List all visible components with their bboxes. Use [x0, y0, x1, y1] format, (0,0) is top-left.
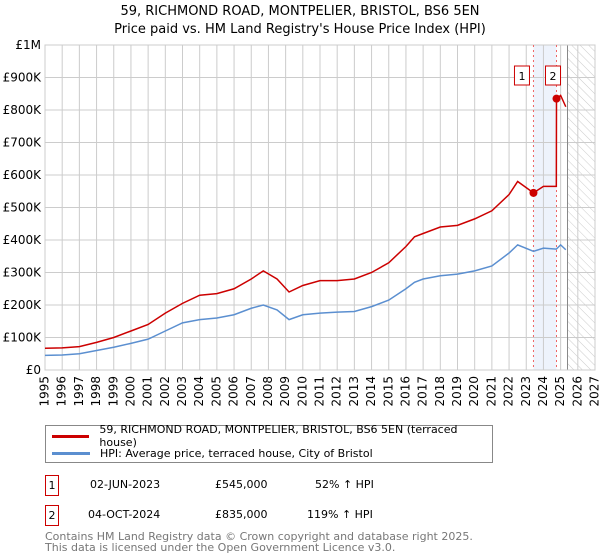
x-tick-label: 2018 — [433, 376, 447, 407]
y-tick-label: £200K — [3, 298, 43, 312]
y-tick-label: £900K — [3, 71, 43, 85]
sale-date: 04-OCT-2024 — [88, 508, 161, 521]
y-tick-label: £800K — [3, 103, 43, 117]
chart-subtitle: Price paid vs. HM Land Registry's House … — [114, 22, 486, 37]
x-tick-label: 2017 — [416, 376, 430, 407]
y-tick-label: £100K — [3, 331, 43, 345]
x-tick-label: 2022 — [502, 376, 516, 407]
chart-plot: 1995 1996 1997 1998 1999 2000 2001 2002 2003 2004… — [3, 38, 600, 407]
footer-line1: Contains HM Land Registry data © Crown c… — [45, 530, 473, 543]
sale-row: 2 04-OCT-2024 £835,000 119% ↑ HPI — [45, 505, 600, 526]
sale-point — [552, 94, 561, 103]
x-tick-label: 2009 — [278, 376, 292, 407]
x-tick-label: 2007 — [244, 376, 258, 407]
x-tick-label: 2023 — [519, 376, 533, 407]
sale-hpi: 119% ↑ HPI — [307, 508, 373, 521]
x-tick-label: 2014 — [364, 376, 378, 407]
sale-marker: 2 — [45, 505, 59, 526]
y-tick-label: £700K — [3, 136, 43, 150]
series-blue-line — [44, 243, 567, 357]
legend-red-line — [52, 434, 90, 438]
sale-price: £835,000 — [215, 508, 268, 521]
x-tick-label: 2027 — [588, 376, 600, 407]
sale-marker: 1 — [45, 475, 59, 496]
x-tick-label: 2003 — [175, 376, 189, 407]
sale-row: 1 02-JUN-2023 £545,000 52% ↑ HPI — [45, 475, 600, 496]
legend: 59, RICHMOND ROAD, MONTPELIER, BRISTOL, … — [45, 423, 493, 463]
sale-label-box — [545, 65, 561, 86]
x-tick-label: 2021 — [484, 376, 498, 407]
x-tick-label: 2006 — [227, 376, 241, 407]
footer-line2: This data is licensed under the Open Gov… — [45, 541, 396, 554]
x-tick-label: 2005 — [209, 376, 223, 407]
x-tick-label: 1995 — [38, 376, 52, 407]
x-tick-label: 2016 — [398, 376, 412, 407]
x-tick-label: 2025 — [553, 376, 567, 407]
legend-blue-label: HPI: Average price, terraced house, City… — [100, 446, 373, 460]
legend-blue-line — [52, 451, 90, 455]
x-tick-label: 2024 — [536, 376, 550, 407]
chart-title: 59, RICHMOND ROAD, MONTPELIER, BRISTOL, … — [120, 4, 480, 19]
sale-date: 02-JUN-2023 — [90, 478, 161, 491]
x-tick-label: 2013 — [347, 376, 361, 407]
y-tick-label: £600K — [3, 168, 43, 182]
x-tick-label: 2000 — [123, 376, 137, 407]
sale-point — [529, 188, 538, 197]
x-tick-label: 1997 — [72, 376, 86, 407]
sale-label: 2 — [550, 70, 557, 83]
plot-border — [44, 44, 596, 371]
x-tick-label: 2019 — [450, 376, 464, 407]
sale-label: 1 — [518, 70, 525, 83]
legend-red-label: 59, RICHMOND ROAD, MONTPELIER, BRISTOL, … — [99, 423, 458, 449]
sale-hpi: 52% ↑ HPI — [315, 478, 374, 491]
x-tick-label: 2012 — [330, 376, 344, 407]
x-tick-label: 2004 — [192, 376, 206, 407]
x-tick-label: 1996 — [55, 376, 69, 407]
x-tick-label: 2015 — [381, 376, 395, 407]
y-tick-label: £300K — [3, 266, 43, 280]
x-tick-label: 1999 — [106, 376, 120, 407]
x-tick-label: 2020 — [467, 376, 481, 407]
series-red-line — [44, 94, 567, 349]
sale-price: £545,000 — [215, 478, 268, 491]
x-tick-label: 2026 — [570, 376, 584, 407]
sale-label-box — [513, 65, 530, 86]
x-tick-label: 2010 — [295, 376, 309, 407]
footer: Contains HM Land Registry data © Crown c… — [45, 531, 473, 553]
x-tick-label: 2008 — [261, 376, 275, 407]
y-tick-label: £400K — [3, 233, 43, 247]
x-tick-label: 1998 — [89, 376, 103, 407]
x-tick-label: 2002 — [158, 376, 172, 407]
y-tick-label: £1M — [15, 38, 41, 52]
y-tick-label: £500K — [3, 201, 43, 215]
x-tick-label: 2001 — [141, 376, 155, 407]
x-tick-label: 2011 — [313, 376, 327, 407]
y-tick-label: £0 — [26, 363, 41, 377]
